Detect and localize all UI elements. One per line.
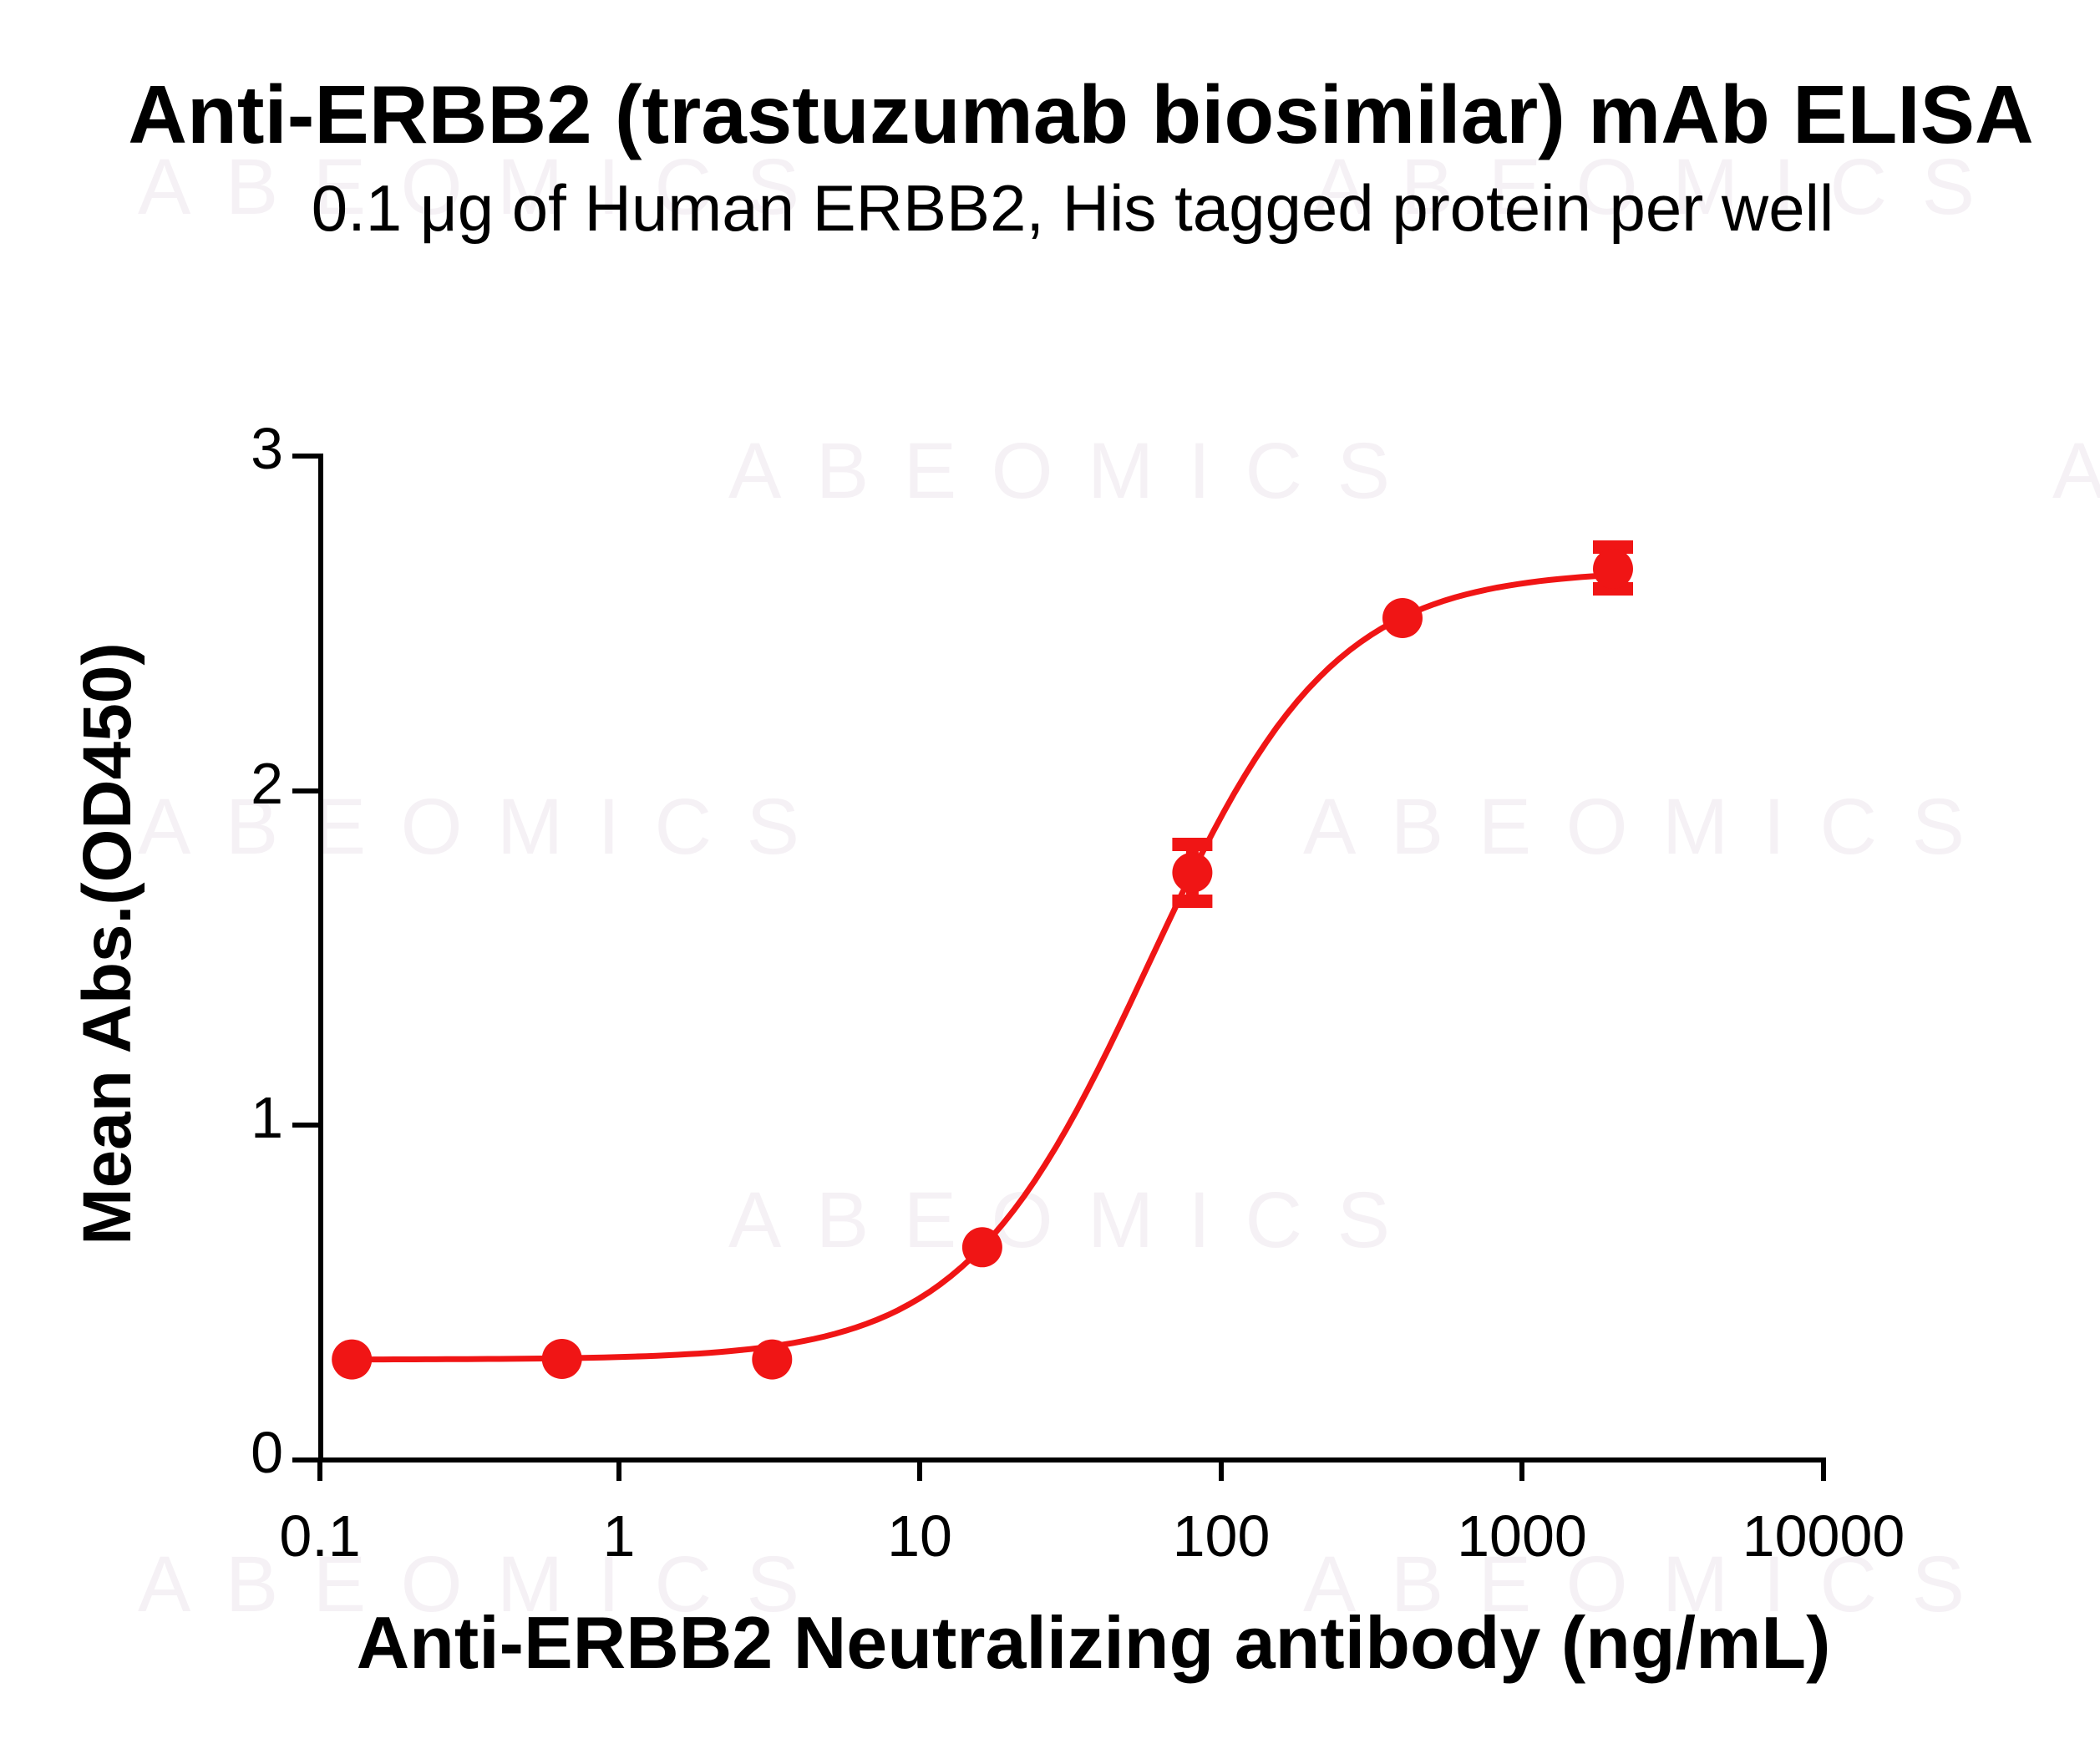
svg-text:Mean Abs.(OD450): Mean Abs.(OD450) xyxy=(69,642,145,1245)
svg-text:1: 1 xyxy=(251,1085,283,1150)
svg-text:ABEOMICS: ABEOMICS xyxy=(138,143,834,231)
svg-text:ABEOMICS: ABEOMICS xyxy=(728,427,1425,515)
svg-text:ABEOMICS: ABEOMICS xyxy=(2052,427,2100,515)
svg-text:10: 10 xyxy=(887,1503,952,1569)
svg-text:Anti-ERBB2 Neutralizing antibo: Anti-ERBB2 Neutralizing antibody (ng/mL) xyxy=(357,1601,1831,1684)
svg-text:ABEOMICS: ABEOMICS xyxy=(1313,143,2010,231)
svg-text:1: 1 xyxy=(603,1503,636,1569)
svg-text:ABEOMICS: ABEOMICS xyxy=(728,1176,1425,1265)
svg-text:ABEOMICS: ABEOMICS xyxy=(138,783,834,871)
svg-text:2: 2 xyxy=(251,751,283,816)
svg-text:ABEOMICS: ABEOMICS xyxy=(1303,1540,2000,1629)
svg-text:3: 3 xyxy=(251,416,283,481)
svg-text:0.1: 0.1 xyxy=(279,1503,360,1569)
svg-text:0.1 μg of Human ERBB2, His tag: 0.1 μg of Human ERBB2, His tagged protei… xyxy=(312,171,1834,245)
svg-text:ABEOMICS: ABEOMICS xyxy=(1303,783,2000,871)
svg-text:1000: 1000 xyxy=(1457,1503,1587,1569)
svg-text:0: 0 xyxy=(251,1420,283,1485)
svg-text:10000: 10000 xyxy=(1742,1503,1905,1569)
svg-text:100: 100 xyxy=(1173,1503,1271,1569)
svg-text:ABEOMICS: ABEOMICS xyxy=(138,1540,834,1629)
svg-text:Anti-ERBB2 (trastuzumab biosim: Anti-ERBB2 (trastuzumab biosimilar) mAb … xyxy=(128,68,2033,160)
